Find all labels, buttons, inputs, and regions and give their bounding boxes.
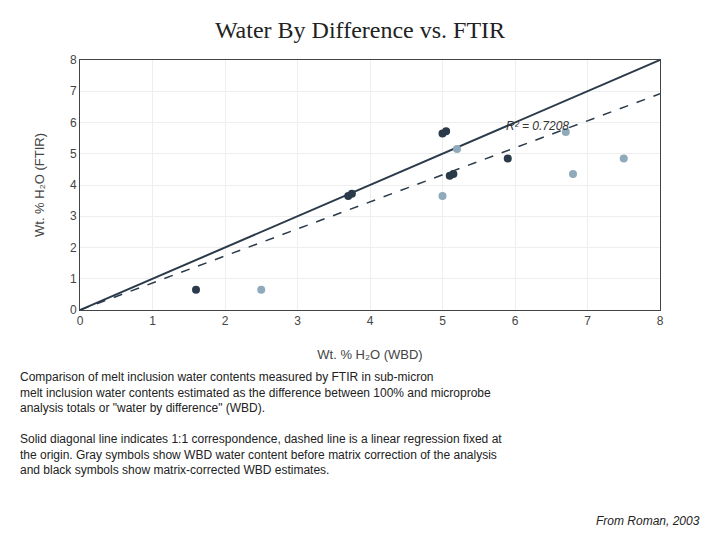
- svg-text:0: 0: [70, 303, 77, 317]
- svg-text:6: 6: [512, 314, 519, 328]
- svg-text:8: 8: [657, 314, 664, 328]
- svg-text:6: 6: [70, 116, 77, 130]
- svg-text:2: 2: [222, 314, 229, 328]
- svg-text:0: 0: [77, 314, 84, 328]
- svg-text:5: 5: [439, 314, 446, 328]
- svg-text:1: 1: [149, 314, 156, 328]
- svg-text:8: 8: [70, 53, 77, 67]
- svg-text:From Roman, 2003: From Roman, 2003: [596, 514, 700, 528]
- svg-text:Solid diagonal line indicates: Solid diagonal line indicates 1:1 corres…: [20, 432, 502, 477]
- svg-text:7: 7: [584, 314, 591, 328]
- svg-text:7: 7: [70, 84, 77, 98]
- svg-text:3: 3: [294, 314, 301, 328]
- svg-text:5: 5: [70, 147, 77, 161]
- svg-text:R² = 0.7208: R² = 0.7208: [506, 119, 569, 133]
- svg-text:Water By Difference vs. FTIR: Water By Difference vs. FTIR: [215, 17, 505, 43]
- svg-text:Wt. % H₂O (WBD): Wt. % H₂O (WBD): [317, 347, 422, 362]
- svg-text:Comparison of melt inclusion w: Comparison of melt inclusion water conte…: [20, 370, 491, 415]
- svg-text:2: 2: [70, 241, 77, 255]
- svg-text:4: 4: [367, 314, 374, 328]
- svg-text:3: 3: [70, 209, 77, 223]
- svg-text:4: 4: [70, 178, 77, 192]
- svg-text:1: 1: [70, 272, 77, 286]
- svg-text:Wt. % H₂O (FTIR): Wt. % H₂O (FTIR): [32, 133, 47, 237]
